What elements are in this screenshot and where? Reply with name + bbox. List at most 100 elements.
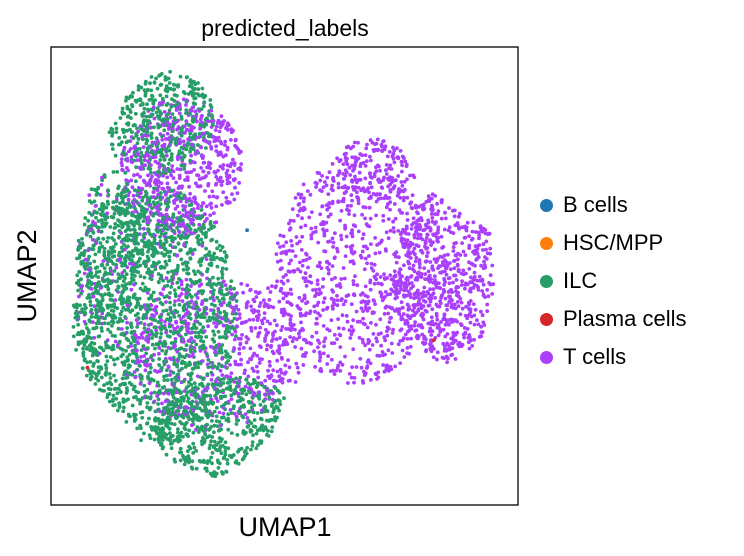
point-t-cells xyxy=(460,241,464,246)
point-t-cells xyxy=(142,154,147,159)
point-t-cells xyxy=(229,127,234,132)
point-ilc xyxy=(100,329,104,333)
point-t-cells xyxy=(470,229,475,234)
point-t-cells xyxy=(321,308,325,312)
point-ilc xyxy=(144,359,148,363)
point-t-cells xyxy=(284,311,288,316)
point-t-cells xyxy=(296,213,300,218)
point-ilc xyxy=(98,315,103,319)
point-ilc xyxy=(148,81,152,86)
point-t-cells xyxy=(415,333,420,338)
point-t-cells xyxy=(373,251,378,256)
point-ilc xyxy=(80,329,85,334)
point-t-cells xyxy=(138,335,142,340)
point-ilc xyxy=(254,446,259,451)
point-ilc xyxy=(175,280,180,285)
point-ilc xyxy=(168,300,172,305)
point-t-cells xyxy=(281,296,286,301)
point-ilc xyxy=(200,416,204,421)
point-t-cells xyxy=(398,284,403,289)
point-t-cells xyxy=(209,308,213,312)
point-t-cells xyxy=(143,368,148,373)
point-t-cells xyxy=(323,180,327,184)
point-ilc xyxy=(111,343,116,348)
point-ilc xyxy=(269,404,274,408)
point-t-cells xyxy=(472,322,477,327)
point-t-cells xyxy=(301,363,306,367)
point-t-cells xyxy=(330,304,335,309)
point-t-cells xyxy=(86,248,91,253)
point-t-cells xyxy=(265,319,270,324)
point-ilc xyxy=(177,302,182,307)
point-t-cells xyxy=(391,327,395,332)
point-ilc xyxy=(199,107,204,111)
point-ilc xyxy=(183,361,188,366)
point-t-cells xyxy=(401,198,406,203)
point-ilc xyxy=(93,273,98,278)
point-t-cells xyxy=(187,330,191,335)
point-ilc xyxy=(178,458,183,463)
point-t-cells xyxy=(371,332,376,336)
point-ilc xyxy=(139,158,143,162)
point-t-cells xyxy=(445,360,449,365)
point-t-cells xyxy=(350,231,354,236)
point-t-cells xyxy=(336,317,340,321)
point-t-cells xyxy=(363,205,368,210)
point-ilc xyxy=(179,402,183,406)
point-t-cells xyxy=(262,311,267,315)
point-t-cells xyxy=(162,234,167,239)
point-ilc xyxy=(92,259,97,264)
point-ilc xyxy=(160,118,164,123)
point-ilc xyxy=(191,418,195,423)
point-t-cells xyxy=(434,280,439,285)
point-ilc xyxy=(125,375,130,380)
point-ilc xyxy=(135,141,140,146)
point-t-cells xyxy=(457,211,462,216)
point-ilc xyxy=(185,283,190,287)
point-t-cells xyxy=(219,183,224,187)
point-t-cells xyxy=(372,281,377,286)
point-t-cells xyxy=(351,223,356,228)
point-ilc xyxy=(224,330,229,335)
point-t-cells xyxy=(388,292,393,297)
point-t-cells xyxy=(160,122,165,127)
point-t-cells xyxy=(156,178,161,183)
point-t-cells xyxy=(341,266,346,270)
point-ilc xyxy=(216,428,221,433)
point-t-cells xyxy=(271,331,275,336)
point-ilc xyxy=(167,108,172,113)
point-ilc xyxy=(182,164,187,169)
point-ilc xyxy=(106,327,110,332)
point-ilc xyxy=(235,433,240,437)
point-ilc xyxy=(187,304,191,309)
point-ilc xyxy=(214,414,219,419)
point-ilc xyxy=(71,325,76,329)
point-t-cells xyxy=(270,284,274,288)
point-t-cells xyxy=(399,180,404,184)
point-t-cells xyxy=(468,320,473,325)
point-t-cells xyxy=(271,351,276,356)
point-t-cells xyxy=(170,281,175,286)
point-t-cells xyxy=(259,345,263,350)
point-ilc xyxy=(134,179,138,184)
point-t-cells xyxy=(129,160,134,164)
point-t-cells xyxy=(391,178,396,183)
point-t-cells xyxy=(158,409,163,414)
point-ilc xyxy=(119,245,124,250)
point-ilc xyxy=(153,267,158,272)
point-ilc xyxy=(166,197,171,202)
point-ilc xyxy=(169,104,174,109)
point-ilc xyxy=(130,403,135,408)
point-ilc xyxy=(214,391,219,396)
point-ilc xyxy=(105,359,110,363)
point-t-cells xyxy=(252,351,257,356)
point-t-cells xyxy=(405,177,409,182)
point-ilc xyxy=(169,341,174,345)
point-t-cells xyxy=(296,192,301,197)
point-t-cells xyxy=(369,195,373,200)
point-t-cells xyxy=(219,303,224,308)
point-t-cells xyxy=(439,216,444,221)
point-t-cells xyxy=(249,329,254,333)
point-t-cells xyxy=(155,147,160,152)
point-ilc xyxy=(133,214,138,219)
